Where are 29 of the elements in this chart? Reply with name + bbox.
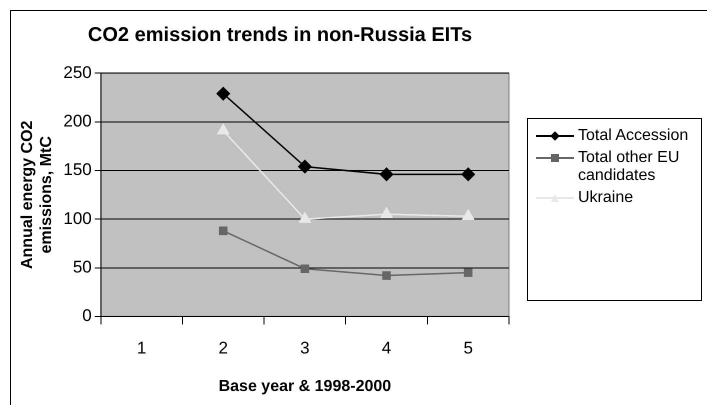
x-tick-label: 4: [382, 338, 392, 358]
point: [380, 208, 392, 218]
point: [462, 209, 474, 220]
y-tick-label: 150: [63, 160, 92, 180]
legend-label: Total Accession: [578, 127, 690, 145]
point: [300, 264, 310, 274]
point: [216, 86, 230, 100]
legend-label: Total other EU candidates: [578, 149, 680, 185]
y-tick-label: 200: [63, 112, 92, 131]
point: [380, 168, 394, 182]
x-tick-label: 3: [300, 338, 310, 358]
y-tick-label: 50: [72, 257, 92, 276]
y-tick-label: 100: [63, 208, 92, 228]
point: [464, 268, 472, 277]
y-tick-label: 250: [63, 62, 92, 82]
point: [382, 271, 391, 280]
point: [218, 226, 228, 236]
y-tick-label: 0: [82, 306, 92, 326]
x-tick-label: 5: [463, 338, 473, 358]
chart-title: CO2 emission trends in non-Russia EITs: [86, 24, 474, 47]
point: [217, 124, 230, 134]
x-tick-label: 2: [218, 338, 228, 358]
legend-label: Ukraine: [578, 189, 634, 207]
point: [461, 168, 475, 182]
point: [298, 212, 311, 223]
x-tick-label: 1: [136, 338, 146, 358]
point: [298, 160, 312, 174]
x-axis-title: Base year & 1998-2000: [218, 378, 392, 395]
y-axis-title: Annual energy CO2 emissions, MtC: [19, 120, 56, 270]
